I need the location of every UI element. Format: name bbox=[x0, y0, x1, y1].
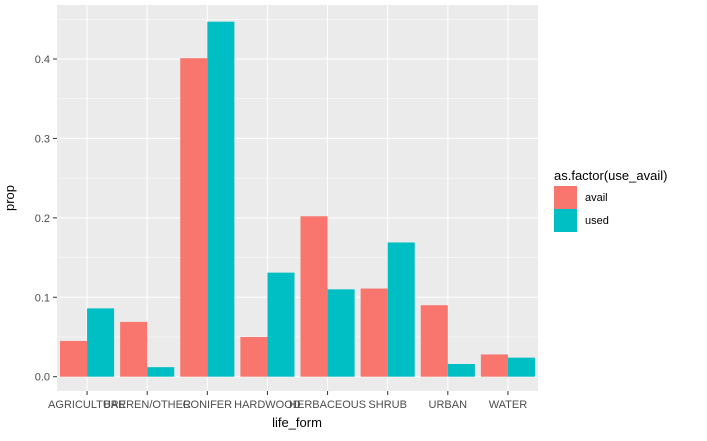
x-tick-label: SHRUB bbox=[368, 399, 407, 411]
bar-used-barren-other bbox=[147, 367, 175, 377]
y-tick-label: 0.2 bbox=[35, 213, 50, 225]
y-tick-label: 0.0 bbox=[35, 372, 50, 384]
bar-used-shrub bbox=[387, 242, 415, 377]
bar-avail-water bbox=[480, 354, 508, 377]
legend-keys: avail used bbox=[554, 186, 609, 232]
y-tick-label: 0.3 bbox=[35, 133, 50, 145]
bar-avail-conifer bbox=[180, 58, 208, 377]
legend-key-used bbox=[554, 209, 577, 232]
bar-avail-barren-other bbox=[120, 321, 148, 377]
bar-used-agriculture bbox=[87, 308, 115, 377]
y-tick-label: 0.1 bbox=[35, 292, 50, 304]
x-tick-label: URBAN bbox=[429, 399, 468, 411]
legend-label-used: used bbox=[585, 215, 609, 227]
bar-used-urban bbox=[447, 363, 475, 377]
bar-avail-shrub bbox=[360, 288, 388, 377]
bar-used-herbaceous bbox=[327, 289, 355, 377]
legend-title: as.factor(use_avail) bbox=[554, 168, 667, 183]
bar-used-water bbox=[507, 357, 535, 377]
bar-used-hardwood bbox=[267, 272, 295, 377]
x-axis-title: life_form bbox=[272, 415, 322, 430]
bar-avail-urban bbox=[420, 305, 448, 377]
legend-label-avail: avail bbox=[585, 192, 608, 204]
y-tick-label: 0.4 bbox=[35, 54, 50, 66]
bar-used-conifer bbox=[207, 21, 235, 377]
x-tick-label: BARREN/OTHER bbox=[103, 399, 190, 411]
y-axis: 0.0 0.1 0.2 0.3 0.4 bbox=[35, 54, 57, 384]
x-tick-label: WATER bbox=[489, 399, 528, 411]
y-axis-title: prop bbox=[2, 185, 17, 211]
bar-avail-herbaceous bbox=[300, 216, 328, 377]
bars bbox=[60, 21, 535, 377]
x-tick-label: CONIFER bbox=[183, 399, 233, 411]
x-tick-label: HERBACEOUS bbox=[289, 399, 366, 411]
x-tick-label: AGRICULTURE bbox=[48, 399, 126, 411]
legend-key-avail bbox=[554, 186, 577, 209]
legend: as.factor(use_avail) avail used bbox=[554, 168, 667, 232]
x-tick-label: HARDWOOD bbox=[234, 399, 301, 411]
bar-avail-agriculture bbox=[60, 340, 88, 377]
bar-avail-hardwood bbox=[240, 336, 268, 377]
